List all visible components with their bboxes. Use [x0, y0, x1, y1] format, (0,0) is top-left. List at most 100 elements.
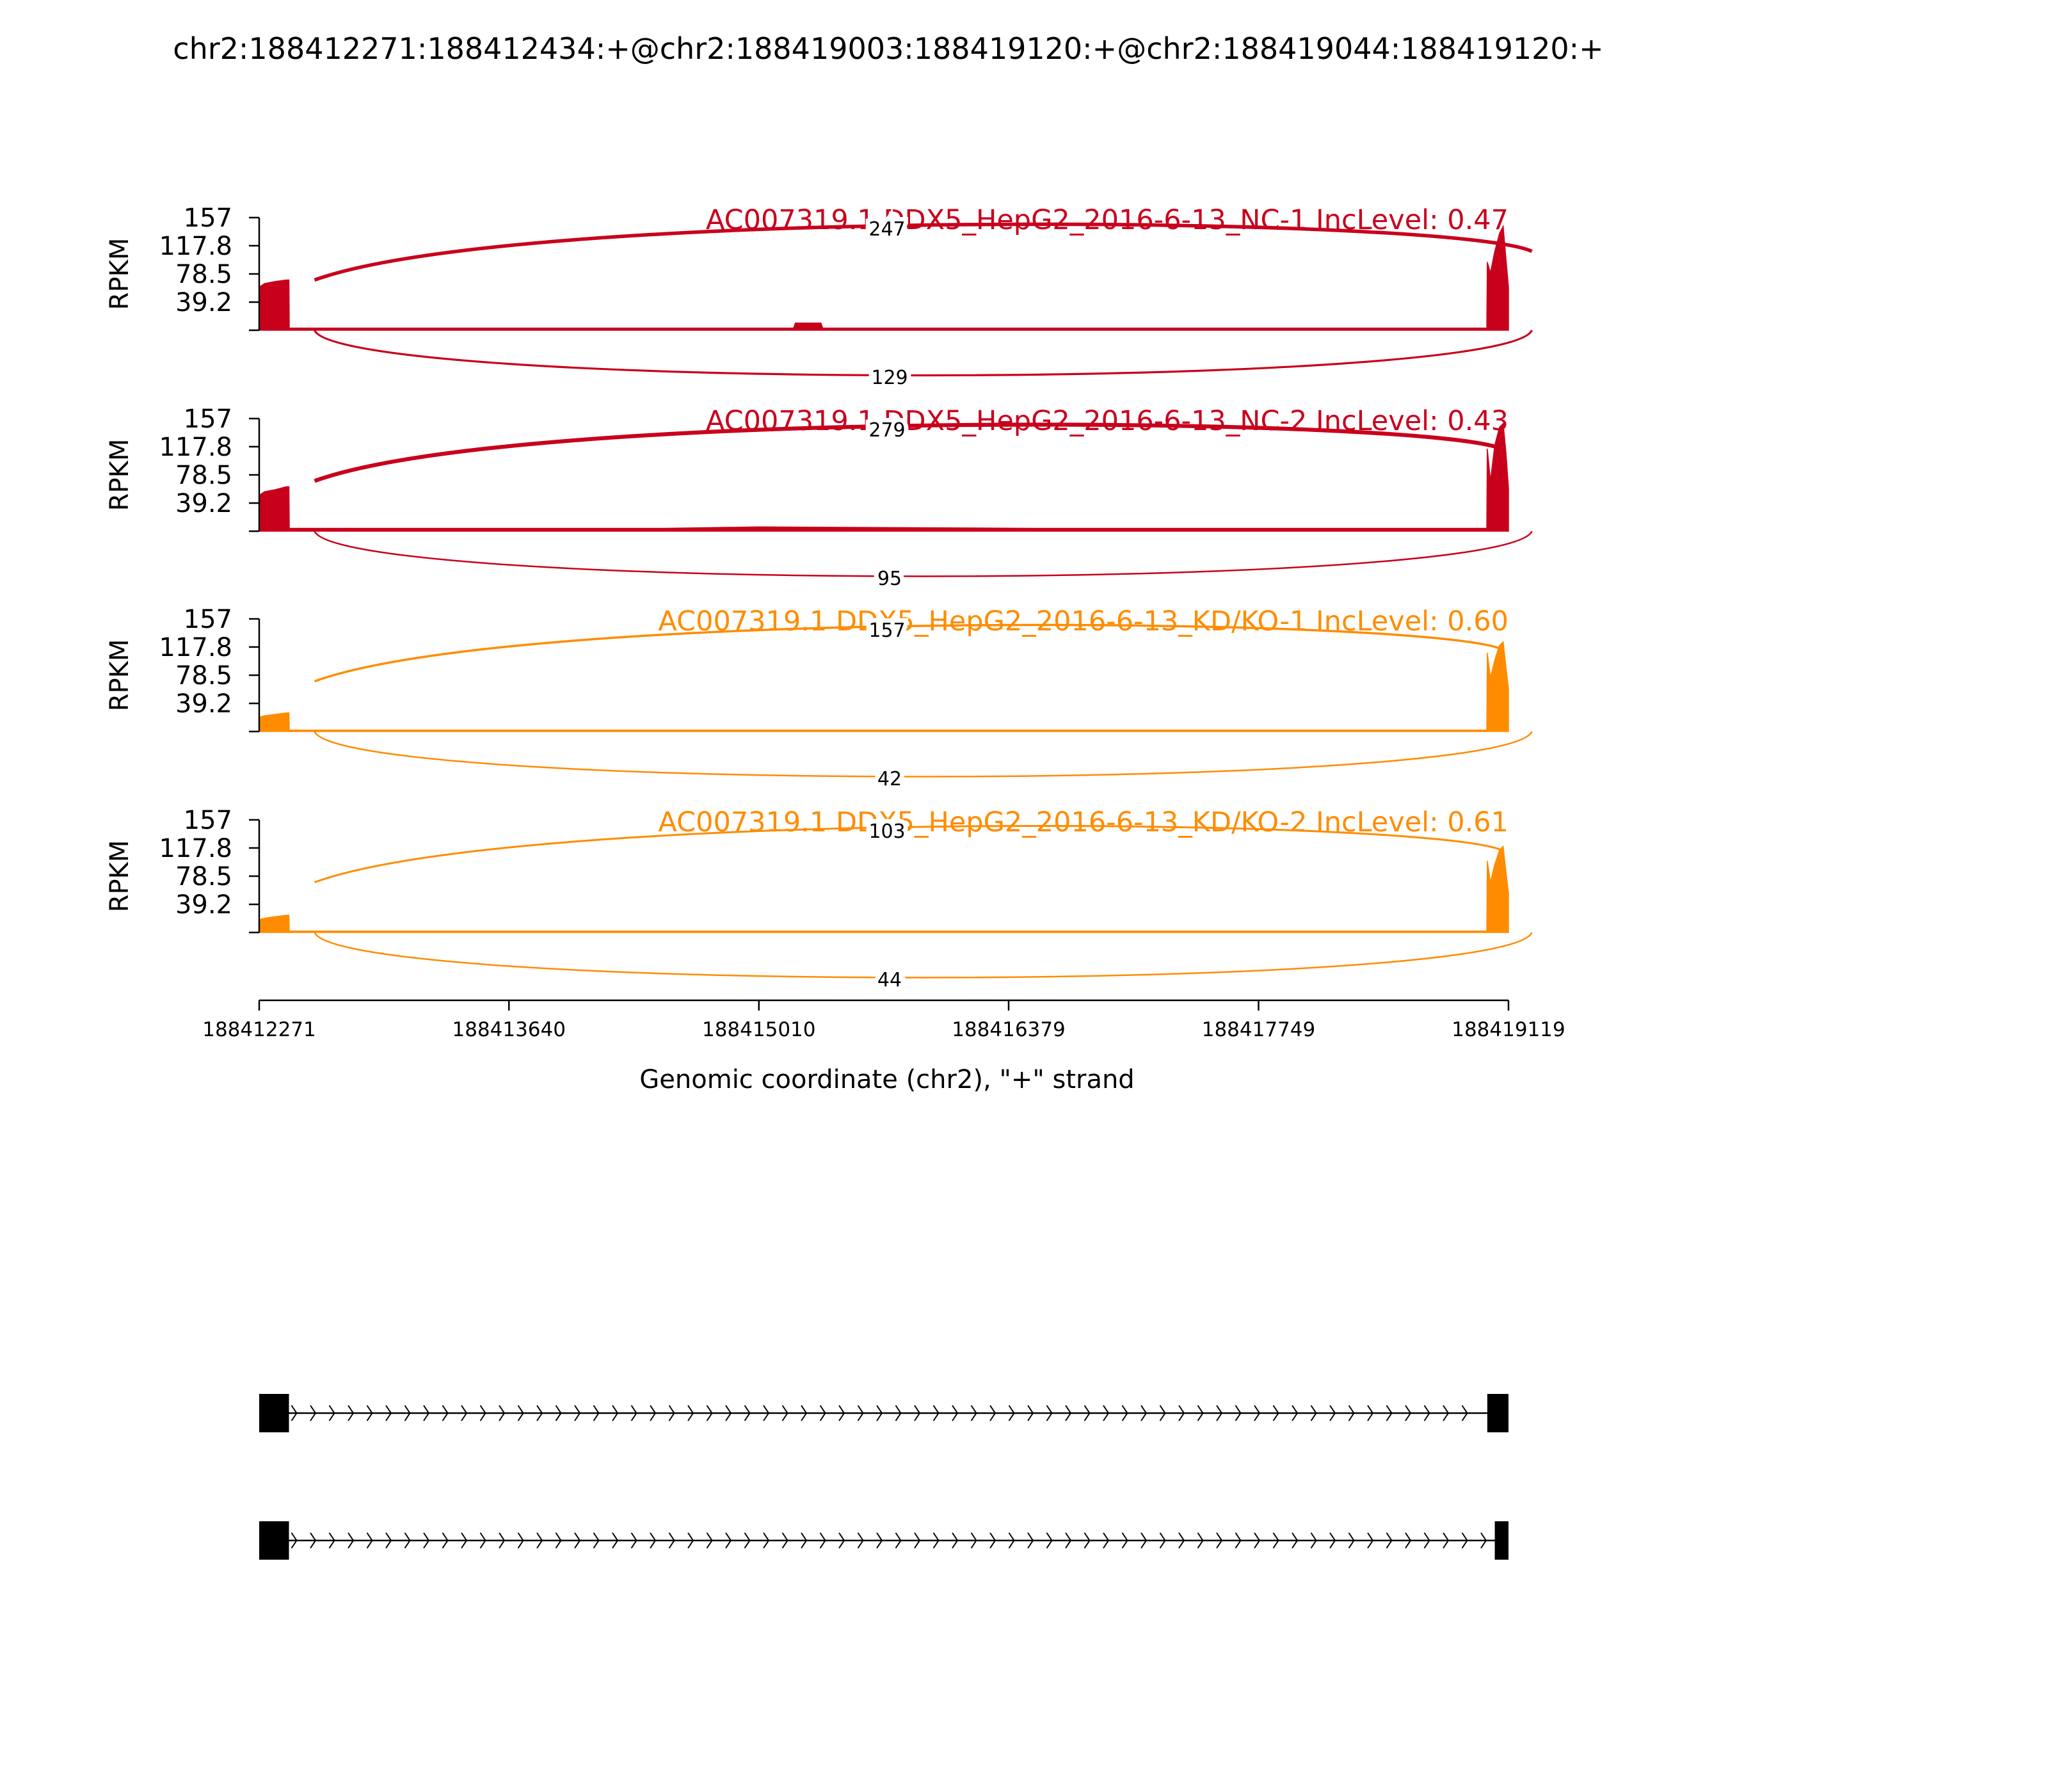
strand-arrow — [1310, 1532, 1317, 1549]
strand-arrow — [328, 1405, 335, 1421]
strand-arrow — [857, 1532, 864, 1549]
x-tick-label: 188416379 — [952, 1018, 1066, 1041]
strand-arrow — [1386, 1532, 1393, 1549]
strand-arrow — [914, 1532, 921, 1549]
junction-count-upper: 103 — [868, 820, 905, 843]
y-tick-label: 78.5 — [175, 461, 232, 490]
strand-arrow — [1216, 1532, 1223, 1549]
strand-arrow — [1461, 1532, 1468, 1549]
y-tick-label: 78.5 — [175, 661, 232, 691]
strand-arrow — [1084, 1532, 1091, 1549]
strand-arrow — [1254, 1405, 1261, 1421]
strand-arrow — [801, 1405, 808, 1421]
strand-arrow — [385, 1532, 392, 1549]
strand-arrow — [838, 1405, 845, 1421]
isoform-models — [259, 1394, 1508, 1560]
strand-arrow — [423, 1532, 430, 1549]
strand-arrow — [328, 1532, 335, 1549]
strand-arrow — [1197, 1532, 1204, 1549]
strand-arrow — [499, 1532, 506, 1549]
junction-count-upper: 157 — [868, 620, 905, 642]
strand-arrow — [725, 1405, 732, 1421]
y-tick-label: 39.2 — [175, 489, 232, 518]
junction-count-upper: 279 — [868, 419, 905, 442]
strand-arrow — [650, 1405, 657, 1421]
strand-arrow — [857, 1405, 864, 1421]
junction-count-lower: 44 — [877, 969, 902, 991]
strand-arrow — [895, 1532, 902, 1549]
strand-arrow — [1329, 1405, 1336, 1421]
strand-arrow — [687, 1405, 694, 1421]
strand-arrow — [763, 1405, 770, 1421]
junction-arc-upper — [314, 623, 1502, 683]
junction-count-lower: 129 — [871, 367, 908, 389]
strand-arrow — [970, 1532, 977, 1549]
strand-arrow — [291, 1532, 298, 1549]
strand-arrow — [1235, 1532, 1242, 1549]
coverage-area — [259, 422, 1509, 532]
strand-arrow — [952, 1405, 959, 1421]
strand-arrow — [517, 1405, 524, 1421]
strand-arrow — [819, 1532, 826, 1549]
strand-arrow — [876, 1532, 883, 1549]
strand-arrow — [630, 1532, 637, 1549]
coverage-area — [259, 641, 1509, 732]
strand-arrow — [555, 1405, 562, 1421]
strand-arrow — [914, 1405, 921, 1421]
strand-arrow — [499, 1405, 506, 1421]
strand-arrow — [744, 1405, 751, 1421]
strand-arrow — [348, 1532, 355, 1549]
strand-arrow — [989, 1405, 996, 1421]
strand-arrow — [1292, 1532, 1299, 1549]
junction-arc-lower — [314, 531, 1533, 577]
coverage-area — [259, 845, 1509, 933]
strand-arrow — [1065, 1532, 1072, 1549]
strand-arrow — [952, 1532, 959, 1549]
exon-block — [259, 1521, 289, 1560]
strand-arrow — [574, 1532, 581, 1549]
y-tick-label: 39.2 — [175, 689, 232, 719]
y-axis-label: RPKM — [105, 439, 134, 511]
strand-arrow — [781, 1405, 788, 1421]
strand-arrow — [1272, 1405, 1279, 1421]
strand-arrow — [706, 1532, 713, 1549]
strand-arrow — [1329, 1532, 1336, 1549]
strand-arrow — [1027, 1532, 1034, 1549]
y-tick-label: 157 — [184, 404, 232, 434]
strand-arrow — [404, 1405, 411, 1421]
y-tick-label: 39.2 — [175, 288, 232, 317]
strand-arrow — [1254, 1532, 1261, 1549]
strand-arrow — [819, 1405, 826, 1421]
strand-arrow — [1140, 1405, 1148, 1421]
strand-arrow — [423, 1405, 430, 1421]
y-tick-label: 117.8 — [159, 834, 232, 863]
strand-arrow — [1008, 1405, 1015, 1421]
isoform-1 — [259, 1394, 1508, 1432]
y-tick-label: 78.5 — [175, 260, 232, 289]
strand-arrow — [612, 1532, 619, 1549]
y-tick-label: 157 — [184, 204, 232, 233]
strand-arrow — [706, 1405, 713, 1421]
strand-arrow — [1367, 1532, 1374, 1549]
strand-arrow — [744, 1532, 751, 1549]
strand-arrow — [536, 1532, 543, 1549]
strand-arrow — [1443, 1532, 1450, 1549]
y-tick-label: 39.2 — [175, 890, 232, 920]
strand-arrow — [989, 1532, 996, 1549]
strand-arrow — [650, 1532, 657, 1549]
exon-block — [1487, 1394, 1508, 1432]
strand-arrow — [461, 1405, 468, 1421]
y-tick-label: 78.5 — [175, 862, 232, 892]
strand-arrow — [1140, 1532, 1148, 1549]
strand-arrow — [1103, 1405, 1110, 1421]
y-tick-label: 157 — [184, 806, 232, 835]
strand-arrow — [668, 1405, 675, 1421]
strand-arrow — [1405, 1405, 1412, 1421]
strand-arrow — [291, 1405, 298, 1421]
x-tick-label: 188419119 — [1452, 1018, 1565, 1041]
strand-arrow — [1348, 1405, 1355, 1421]
strand-arrow — [1310, 1405, 1317, 1421]
strand-arrow — [385, 1405, 392, 1421]
